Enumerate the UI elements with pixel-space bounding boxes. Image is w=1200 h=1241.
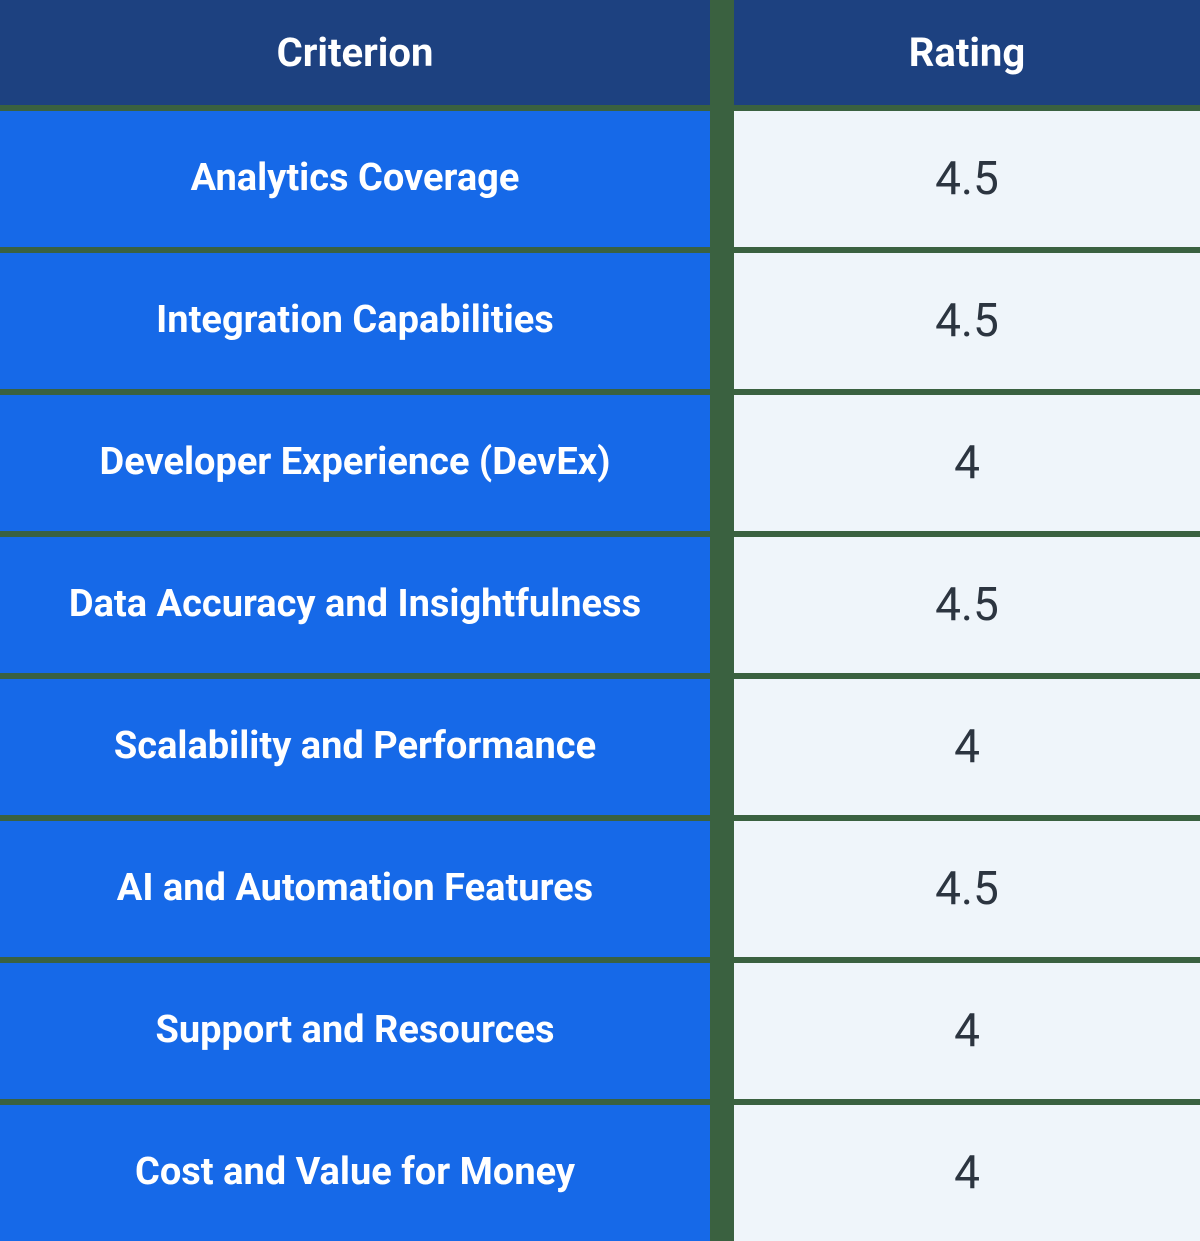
table-row: Cost and Value for Money 4 <box>0 1105 1200 1241</box>
header-rating: Rating <box>734 0 1200 105</box>
column-divider <box>710 1105 734 1241</box>
rating-cell: 4.5 <box>734 537 1200 673</box>
criterion-cell: Scalability and Performance <box>0 679 710 815</box>
criterion-cell: Data Accuracy and Insightfulness <box>0 537 710 673</box>
column-divider <box>710 0 734 105</box>
rating-cell: 4 <box>734 395 1200 531</box>
table-row: Scalability and Performance 4 <box>0 679 1200 815</box>
rating-cell: 4.5 <box>734 821 1200 957</box>
table-row: AI and Automation Features 4.5 <box>0 821 1200 957</box>
ratings-table: Criterion Rating Analytics Coverage 4.5 … <box>0 0 1200 1241</box>
table-row: Integration Capabilities 4.5 <box>0 253 1200 389</box>
rating-cell: 4 <box>734 1105 1200 1241</box>
column-divider <box>710 537 734 673</box>
column-divider <box>710 253 734 389</box>
criterion-cell: Cost and Value for Money <box>0 1105 710 1241</box>
table-row: Developer Experience (DevEx) 4 <box>0 395 1200 531</box>
column-divider <box>710 395 734 531</box>
table-header-row: Criterion Rating <box>0 0 1200 105</box>
rating-cell: 4 <box>734 963 1200 1099</box>
column-divider <box>710 679 734 815</box>
criterion-cell: AI and Automation Features <box>0 821 710 957</box>
rating-cell: 4.5 <box>734 111 1200 247</box>
header-criterion: Criterion <box>0 0 710 105</box>
criterion-cell: Integration Capabilities <box>0 253 710 389</box>
table-row: Analytics Coverage 4.5 <box>0 111 1200 247</box>
table-row: Data Accuracy and Insightfulness 4.5 <box>0 537 1200 673</box>
table-row: Support and Resources 4 <box>0 963 1200 1099</box>
criterion-cell: Analytics Coverage <box>0 111 710 247</box>
criterion-cell: Developer Experience (DevEx) <box>0 395 710 531</box>
column-divider <box>710 821 734 957</box>
criterion-cell: Support and Resources <box>0 963 710 1099</box>
rating-cell: 4 <box>734 679 1200 815</box>
column-divider <box>710 111 734 247</box>
rating-cell: 4.5 <box>734 253 1200 389</box>
column-divider <box>710 963 734 1099</box>
